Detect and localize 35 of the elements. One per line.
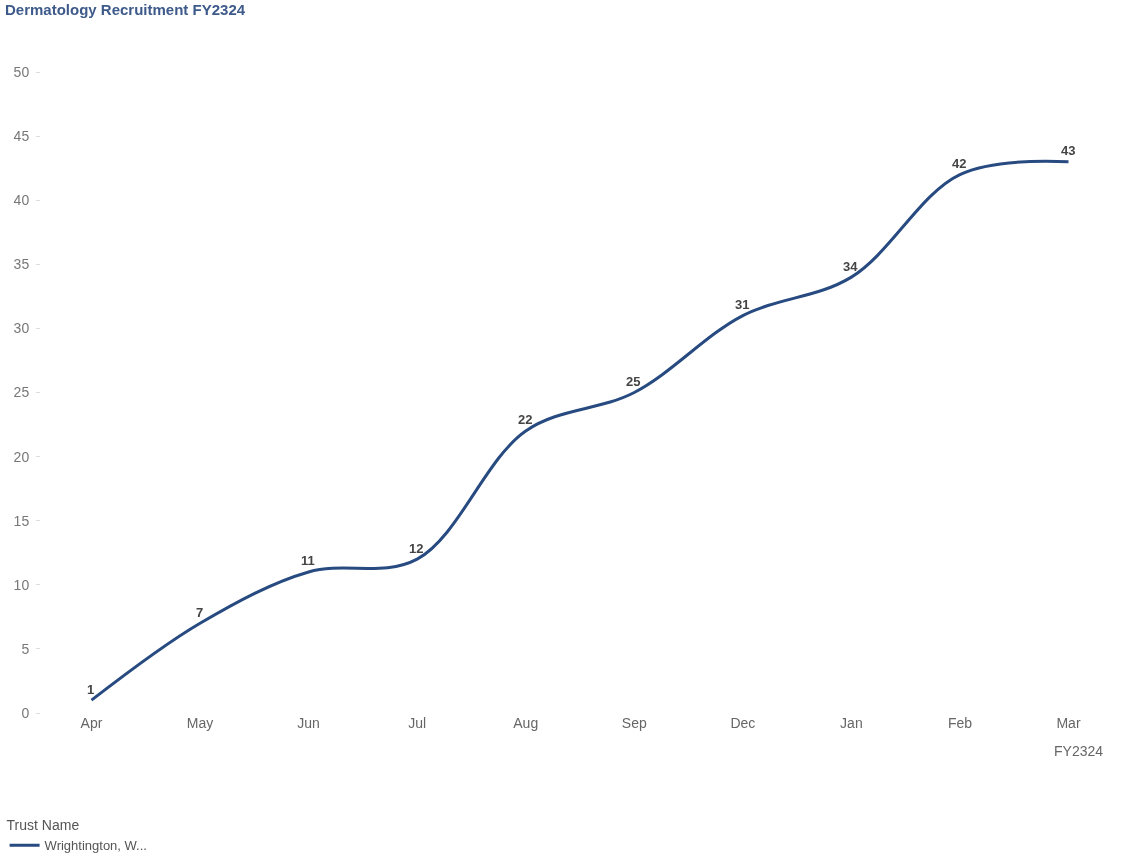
data-label: 12 <box>409 541 424 556</box>
y-tick-label: 30 <box>13 320 30 337</box>
y-tick-label: 0 <box>21 704 30 721</box>
x-tick-label: Dec <box>730 715 756 731</box>
y-tick-label: 10 <box>13 576 30 593</box>
y-tick-label: 5 <box>21 640 30 657</box>
y-tick-label: 35 <box>13 256 30 273</box>
x-tick-label: Jun <box>297 715 320 731</box>
data-label: 1 <box>87 682 95 697</box>
y-tick-label: 15 <box>13 512 30 529</box>
data-label: 7 <box>196 605 204 620</box>
x-tick-label: Sep <box>621 715 647 731</box>
y-tick-label: 25 <box>13 384 30 401</box>
legend-title: Trust Name <box>6 817 80 834</box>
legend-label: Wrightington, W... <box>44 838 147 854</box>
data-label: 31 <box>735 297 750 312</box>
data-label: 42 <box>952 156 967 171</box>
y-tick-label: 20 <box>13 448 30 465</box>
x-tick-label: Feb <box>947 715 973 731</box>
x-tick-label: Mar <box>1056 715 1081 731</box>
x-tick-label: Aug <box>513 715 539 731</box>
x-tick-label: May <box>186 715 214 731</box>
data-label: 25 <box>626 374 641 389</box>
x-tick-label: Apr <box>80 715 103 731</box>
chart-title: Dermatology Recruitment FY2324 <box>5 1 246 19</box>
data-label: 11 <box>301 553 315 568</box>
x-tick-label: Jul <box>408 715 427 731</box>
y-tick-label: 50 <box>13 63 30 80</box>
data-label: 43 <box>1061 143 1076 158</box>
y-tick-label: 40 <box>13 192 30 209</box>
data-label: 22 <box>518 412 533 427</box>
x-axis-title: FY2324 <box>1054 743 1104 759</box>
data-label: 34 <box>843 259 859 274</box>
y-tick-label: 45 <box>13 128 30 144</box>
x-tick-label: Jan <box>840 715 863 731</box>
